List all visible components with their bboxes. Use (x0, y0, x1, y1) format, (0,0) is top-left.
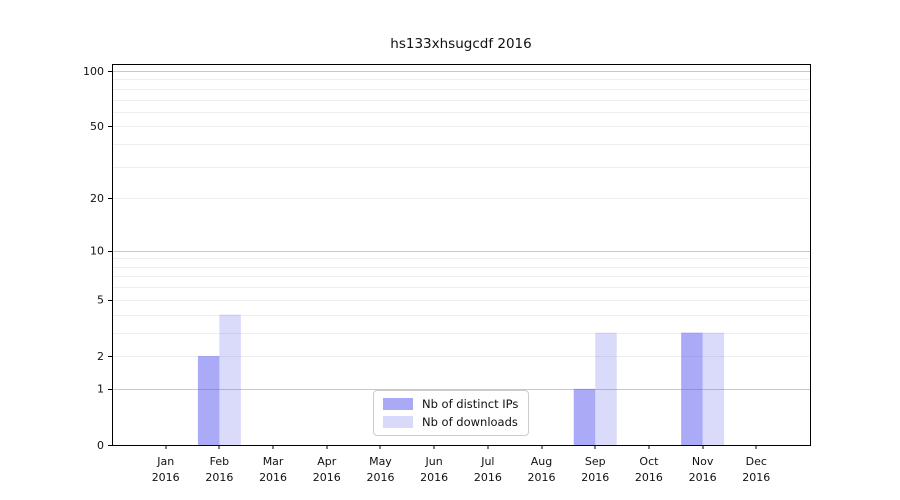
bar-sep-distinct-ips (573, 388, 596, 445)
legend-swatch-distinct-ips (383, 398, 413, 410)
x-tick-month-jul: Jul (480, 455, 494, 468)
x-tick-month-jun: Jun (425, 455, 443, 468)
x-tick-month-may: May (369, 455, 392, 468)
x-tick-year-mar: 2016 (259, 471, 287, 484)
bar-sep-downloads (595, 332, 617, 445)
x-tick-year-oct: 2016 (635, 471, 663, 484)
x-tick-year-aug: 2016 (528, 471, 556, 484)
bar-nov-downloads (702, 332, 725, 445)
x-tick-month-dec: Dec (746, 455, 767, 468)
x-tick-year-may: 2016 (366, 471, 394, 484)
y-tick-label-2: 2 (97, 350, 104, 363)
y-tick-label-0: 0 (97, 439, 104, 452)
x-tick-month-feb: Feb (210, 455, 229, 468)
y-tick-label-100: 100 (83, 65, 104, 78)
y-tick-label-10: 10 (90, 244, 104, 257)
x-tick-year-dec: 2016 (742, 471, 770, 484)
legend-label-distinct-ips: Nb of distinct IPs (422, 397, 519, 411)
x-tick-month-aug: Aug (531, 455, 552, 468)
x-tick-year-jun: 2016 (420, 471, 448, 484)
x-tick-year-nov: 2016 (689, 471, 717, 484)
legend-item-distinct-ips: Nb of distinct IPs (383, 397, 518, 411)
chart-title: hs133xhsugcdf 2016 (390, 36, 532, 52)
x-tick-month-apr: Apr (317, 455, 337, 468)
bar-nov-distinct-ips (681, 332, 703, 445)
x-tick-year-sep: 2016 (581, 471, 609, 484)
y-tick-label-1: 1 (97, 383, 104, 396)
x-tick-year-jan: 2016 (152, 471, 180, 484)
x-tick-month-jan: Jan (156, 455, 174, 468)
x-tick-year-feb: 2016 (205, 471, 233, 484)
legend: Nb of distinct IPs Nb of downloads (373, 390, 530, 436)
x-tick-month-oct: Oct (639, 455, 659, 468)
y-tick-label-5: 5 (97, 294, 104, 307)
x-tick-month-mar: Mar (263, 455, 284, 468)
y-tick-label-20: 20 (90, 192, 104, 205)
legend-item-downloads: Nb of downloads (383, 415, 518, 429)
bar-feb-downloads (219, 314, 241, 445)
bar-feb-distinct-ips (197, 355, 220, 445)
x-tick-year-apr: 2016 (313, 471, 341, 484)
legend-swatch-downloads (383, 416, 413, 428)
x-tick-month-sep: Sep (585, 455, 606, 468)
x-tick-month-nov: Nov (692, 455, 714, 468)
x-tick-year-jul: 2016 (474, 471, 502, 484)
y-tick-label-50: 50 (90, 120, 104, 133)
legend-label-downloads: Nb of downloads (422, 415, 518, 429)
